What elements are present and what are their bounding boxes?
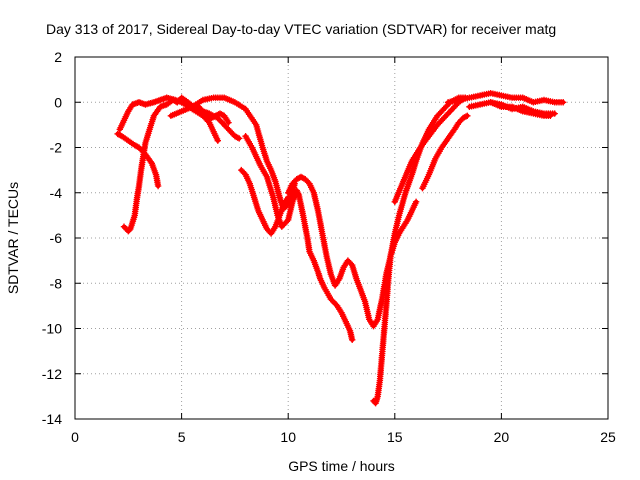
data-point: [462, 113, 470, 120]
data-point: [283, 218, 291, 225]
series-arc5: [167, 94, 298, 212]
y-tick-label: -10: [42, 321, 62, 337]
series-arc8: [285, 173, 420, 330]
x-tick-label: 15: [387, 429, 403, 445]
series-arc1: [114, 130, 162, 190]
y-tick-label: -8: [50, 275, 63, 291]
x-tick-label: 20: [494, 429, 510, 445]
data-point: [464, 112, 471, 119]
y-tick-label: -14: [42, 411, 62, 427]
chart-title: Day 313 of 2017, Sidereal Day-to-day VTE…: [46, 21, 556, 37]
y-tick-label: -4: [50, 185, 63, 201]
series-arc15: [189, 103, 232, 126]
data-point: [551, 110, 558, 117]
y-tick-label: -12: [42, 366, 62, 382]
data-point: [214, 137, 221, 144]
series-arc10: [391, 94, 469, 205]
data-point: [154, 182, 162, 190]
y-tick-label: 2: [54, 49, 62, 65]
y-tick-label: -6: [50, 230, 63, 246]
x-axis-label: GPS time / hours: [288, 458, 395, 474]
data-point: [225, 119, 232, 126]
x-tick-label: 10: [280, 429, 296, 445]
series-arc9: [370, 94, 469, 407]
series-arc7: [242, 133, 356, 343]
x-tick-label: 25: [600, 429, 616, 445]
x-tick-label: 5: [178, 429, 186, 445]
data-point: [560, 99, 567, 106]
data-point: [349, 336, 356, 343]
axis-ticks: 0 5 10 15 20 25 -14 -12 -10 -8 -6 -4 -2 0 2: [42, 49, 616, 445]
series-arc11: [419, 112, 471, 192]
data-layer: [114, 90, 567, 407]
series-arc14: [487, 99, 558, 117]
data-point: [412, 198, 420, 205]
series-arc2: [120, 96, 181, 235]
y-tick-label: -2: [50, 140, 63, 156]
series-arc6: [238, 166, 292, 237]
grid: [75, 57, 608, 419]
x-tick-label: 0: [71, 429, 79, 445]
series-arc12: [444, 90, 567, 106]
y-tick-label: 0: [54, 94, 62, 110]
y-axis-label: SDTVAR / TECUs: [5, 182, 21, 294]
data-point: [236, 135, 243, 142]
series-band: [168, 95, 297, 211]
